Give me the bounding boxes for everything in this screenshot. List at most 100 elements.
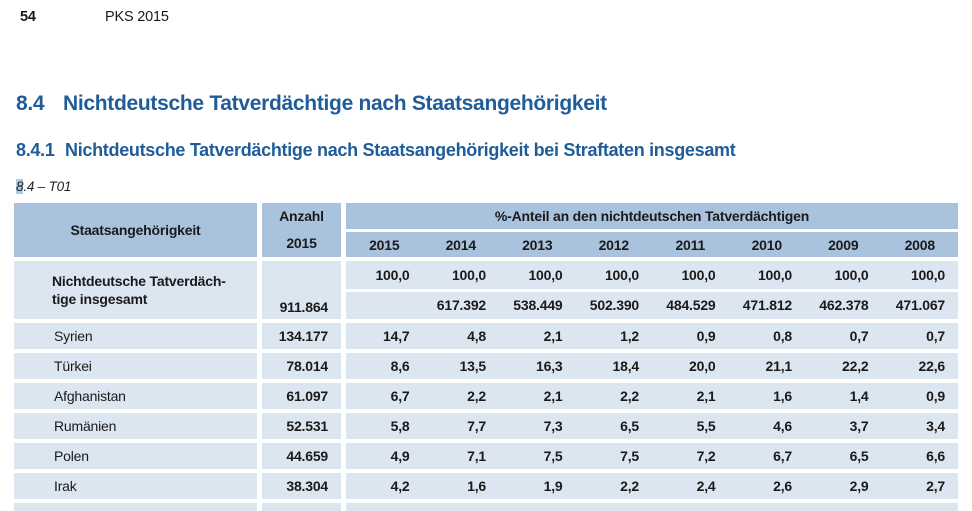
table-row-partial (14, 503, 958, 511)
anzahl-cell: 44.659 (262, 443, 346, 469)
percent-cell: 7,7 (422, 413, 499, 439)
country-name: Polen (14, 443, 262, 469)
header-percent-group: %-Anteil an den nichtdeutschen Tatverdäc… (346, 203, 958, 257)
percent-cell: 0,9 (652, 323, 729, 349)
country-name: Afghanistan (14, 383, 262, 409)
percent-cell: 2,2 (575, 383, 652, 409)
percent-cell: 1,9 (499, 473, 576, 499)
percent-cell: 7,5 (575, 443, 652, 469)
percent-cell: 0,7 (805, 323, 882, 349)
percent-cells (346, 503, 958, 511)
year-header: 2008 (881, 232, 958, 257)
percent-cell: 4,9 (346, 443, 423, 469)
percent-cell: 100,0 (575, 261, 652, 289)
year-header: 2010 (728, 232, 805, 257)
document-title: PKS 2015 (105, 9, 169, 25)
total-percent-group: 100,0 100,0 100,0 100,0 100,0 100,0 100,… (346, 261, 958, 319)
subsection-number: 8.4.1 (16, 140, 55, 160)
table-total-row: Nichtdeutsche Tatverdäch- tige insgesamt… (14, 261, 958, 319)
percent-cell: 0,9 (881, 383, 958, 409)
table-row: Irak 38.304 4,2 1,6 1,9 2,2 2,4 2,6 2,9 … (14, 473, 958, 499)
percent-cell: 13,5 (422, 353, 499, 379)
percent-cell: 20,0 (652, 353, 729, 379)
absolute-cell: 538.449 (499, 291, 576, 319)
anzahl-cell: 78.014 (262, 353, 346, 379)
percent-cell: 1,6 (728, 383, 805, 409)
total-label: Nichtdeutsche Tatverdäch- tige insgesamt (14, 261, 262, 319)
selected-text: 8 (16, 179, 24, 194)
section-number: 8.4 (16, 92, 45, 115)
subsection-title: Nichtdeutsche Tatverdächtige nach Staats… (65, 140, 736, 160)
percent-cell: 2,4 (652, 473, 729, 499)
anzahl-cell: 38.304 (262, 473, 346, 499)
total-absolute-row: 617.392 538.449 502.390 484.529 471.812 … (346, 291, 958, 319)
subsection-heading: 8.4.1 Nichtdeutsche Tatverdächtige nach … (16, 140, 736, 161)
absolute-cell: 484.529 (652, 291, 729, 319)
percent-cell: 7,1 (422, 443, 499, 469)
total-anzahl: 911.864 (262, 261, 346, 319)
percent-cell: 7,3 (499, 413, 576, 439)
year-header: 2009 (805, 232, 882, 257)
country-name: Irak (14, 473, 262, 499)
percent-cell: 100,0 (499, 261, 576, 289)
percent-cell: 7,2 (652, 443, 729, 469)
absolute-cell: 502.390 (575, 291, 652, 319)
anzahl-cell: 61.097 (262, 383, 346, 409)
absolute-cell: 471.067 (881, 291, 958, 319)
percent-cell: 1,2 (575, 323, 652, 349)
header-anzahl: Anzahl 2015 (262, 203, 346, 257)
percent-cell: 7,5 (499, 443, 576, 469)
percent-cell: 22,2 (805, 353, 882, 379)
year-header: 2015 (346, 232, 423, 257)
year-header: 2014 (422, 232, 499, 257)
section-title: Nichtdeutsche Tatverdächtige nach Staats… (63, 92, 607, 115)
table-reference-label: 8.4 – T01 (16, 179, 71, 194)
year-header: 2012 (575, 232, 652, 257)
percent-cell: 22,6 (881, 353, 958, 379)
percent-cell: 1,4 (805, 383, 882, 409)
statistics-table: Staatsangehörigkeit Anzahl 2015 %-Anteil… (14, 203, 958, 511)
year-header: 2013 (499, 232, 576, 257)
section-heading: 8.4 Nichtdeutsche Tatverdächtige nach St… (16, 92, 607, 116)
header-anzahl-line2: 2015 (286, 235, 317, 251)
percent-cell: 2,6 (728, 473, 805, 499)
percent-cell: 6,6 (881, 443, 958, 469)
percent-cell: 100,0 (346, 261, 423, 289)
percent-cell: 100,0 (805, 261, 882, 289)
percent-cell: 3,7 (805, 413, 882, 439)
absolute-cell: 462.378 (805, 291, 882, 319)
table-row: Syrien 134.177 14,7 4,8 2,1 1,2 0,9 0,8 … (14, 323, 958, 349)
percent-cell: 100,0 (652, 261, 729, 289)
percent-cell: 4,6 (728, 413, 805, 439)
percent-cell: 100,0 (728, 261, 805, 289)
percent-cell: 5,8 (346, 413, 423, 439)
header-nationality: Staatsangehörigkeit (14, 203, 262, 257)
total-label-line1: Nichtdeutsche Tatverdäch- (52, 272, 226, 289)
table-row: Türkei 78.014 8,6 13,5 16,3 18,4 20,0 21… (14, 353, 958, 379)
country-name: Türkei (14, 353, 262, 379)
percent-cell: 2,2 (422, 383, 499, 409)
page-number: 54 (20, 9, 36, 25)
anzahl-cell: 52.531 (262, 413, 346, 439)
percent-cell: 5,5 (652, 413, 729, 439)
percent-cell: 2,9 (805, 473, 882, 499)
country-name (14, 503, 262, 511)
percent-cell: 4,2 (346, 473, 423, 499)
percent-cell: 8,6 (346, 353, 423, 379)
percent-cell: 3,4 (881, 413, 958, 439)
percent-cell: 0,7 (881, 323, 958, 349)
percent-cell: 6,7 (728, 443, 805, 469)
total-label-line2: tige insgesamt (52, 291, 148, 307)
table-row: Rumänien 52.531 5,8 7,7 7,3 6,5 5,5 4,6 … (14, 413, 958, 439)
percent-cell: 21,1 (728, 353, 805, 379)
percent-cell: 100,0 (881, 261, 958, 289)
year-header: 2011 (652, 232, 729, 257)
table-reference-rest: .4 – T01 (23, 179, 72, 194)
anzahl-cell: 134.177 (262, 323, 346, 349)
percent-cell: 2,1 (499, 323, 576, 349)
percent-cell: 2,2 (575, 473, 652, 499)
percent-cell: 0,8 (728, 323, 805, 349)
anzahl-cell (262, 503, 346, 511)
percent-cell: 6,5 (805, 443, 882, 469)
country-name: Syrien (14, 323, 262, 349)
